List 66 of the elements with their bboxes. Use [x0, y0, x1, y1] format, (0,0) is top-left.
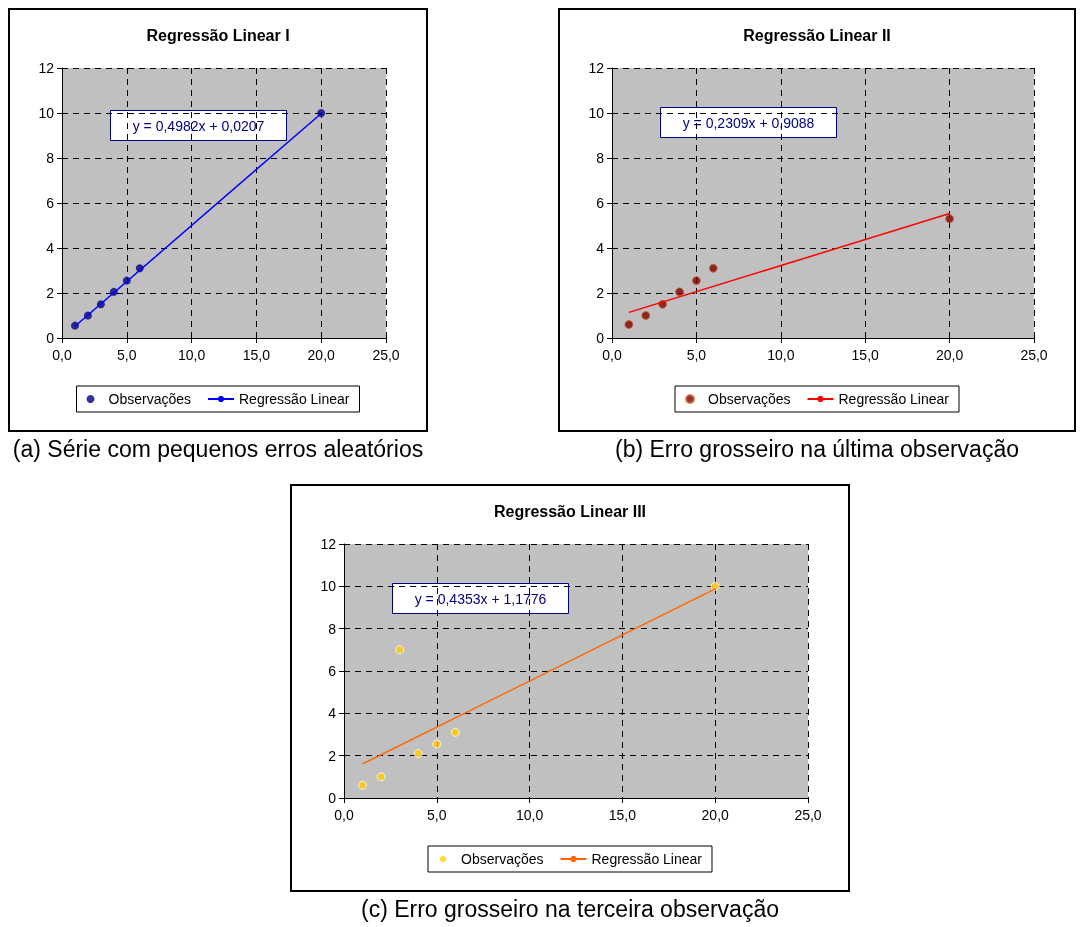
y-tick-label: 2: [596, 285, 605, 301]
x-tick-label: 20,0: [935, 347, 964, 363]
y-tick-label: 2: [46, 285, 55, 301]
y-tick-label: 10: [320, 578, 337, 595]
point: [675, 287, 685, 297]
x-tick-label: 10,0: [177, 347, 206, 363]
y-tick-label: 12: [320, 536, 337, 552]
text: (a) Série com pequenos erros aleatórios: [11, 436, 425, 463]
x-tick-label: 0,0: [52, 347, 72, 363]
x-tick-label: 5,0: [427, 807, 447, 823]
y-tick-label: 10: [588, 105, 605, 121]
text: (c) Erro grosseiro na terceira observação: [360, 896, 780, 923]
point: [450, 727, 460, 737]
legend-label: Observações: [708, 391, 791, 407]
x-tick-label: 0,0: [334, 807, 354, 823]
y-tick-label: 0: [596, 330, 605, 346]
text: (b) Erro grosseiro na última observação: [614, 436, 1020, 463]
x-tick-label: 20,0: [701, 807, 730, 823]
x-tick-label: 15,0: [851, 347, 880, 363]
chart-title: Regressão Linear I: [146, 26, 290, 44]
annotation: y = 0,4982x + 0,0207: [132, 117, 265, 134]
point: [691, 276, 701, 286]
y-tick-label: 12: [38, 60, 55, 76]
y-tick-label: 2: [328, 747, 337, 764]
point: [358, 780, 368, 790]
x-tick-label: 10,0: [515, 807, 544, 823]
x-tick-label: 20,0: [307, 347, 336, 363]
chart-title: Regressão Linear III: [493, 502, 647, 520]
x-tick-label: 15,0: [608, 807, 637, 823]
y-tick-label: 8: [46, 150, 55, 166]
x-tick-label: 15,0: [242, 347, 271, 363]
legend-label: Observações: [461, 851, 544, 867]
x-tick-label: 5,0: [117, 347, 137, 363]
y-tick-label: 10: [38, 105, 55, 121]
chart-title: Regressão Linear II: [743, 26, 891, 44]
point: [641, 311, 651, 320]
legend-label: Regressão Linear: [238, 391, 350, 407]
x-tick-label: 5,0: [686, 347, 707, 363]
legend-label: Regressão Linear: [838, 391, 950, 407]
y-tick-label: 8: [328, 620, 337, 637]
point: [710, 581, 720, 591]
x-tick-label: 25,0: [794, 807, 822, 823]
y-tick-label: 6: [596, 195, 605, 211]
point: [413, 749, 423, 759]
point: [945, 214, 955, 224]
y-tick-label: 0: [328, 790, 337, 806]
point: [432, 739, 442, 749]
x-tick-label: 10,0: [767, 347, 795, 363]
point: [376, 772, 386, 782]
y-tick-label: 4: [46, 240, 55, 256]
y-tick-label: 6: [328, 663, 337, 679]
legend-label: Regressão Linear: [591, 851, 703, 867]
point: [708, 263, 718, 273]
x-tick-label: 0,0: [602, 347, 622, 363]
y-tick-label: 4: [328, 705, 337, 722]
annotation: y = 0,4353x + 1,1776: [414, 590, 547, 607]
legend-label: Observações: [108, 391, 191, 407]
y-tick-label: 8: [596, 150, 605, 166]
y-tick-label: 4: [596, 240, 605, 256]
point: [395, 645, 405, 655]
y-tick-label: 6: [46, 195, 55, 211]
y-tick-label: 0: [46, 330, 55, 346]
x-tick-label: 25,0: [1020, 347, 1048, 363]
y-tick-label: 12: [588, 60, 605, 76]
point: [624, 320, 634, 329]
x-tick-label: 25,0: [372, 347, 400, 363]
